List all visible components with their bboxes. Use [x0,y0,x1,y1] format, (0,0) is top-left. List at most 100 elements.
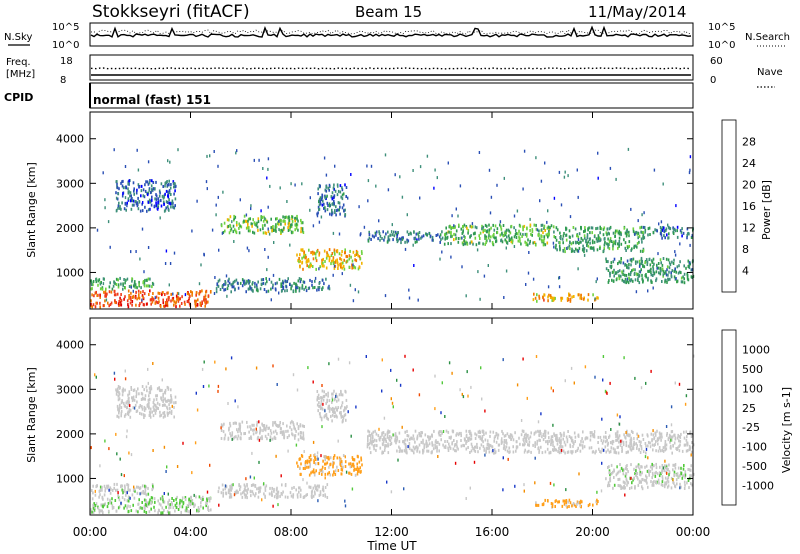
echo-cell [377,434,380,438]
echo-cell [607,231,609,235]
echo-cell [143,284,146,288]
echo-cell [661,267,664,271]
echo-cell [652,483,655,487]
echo-cell [689,155,692,159]
echo-cell [152,181,155,184]
echo-cell [157,499,159,503]
echo-cell [402,440,405,443]
echo-cell [128,408,131,412]
echo-cell [337,398,340,402]
echo-cell [332,410,335,414]
echo-cell [626,429,628,433]
echo-cell [505,439,508,443]
echo-cell [300,488,302,492]
echo-cell [286,200,288,203]
echo-cell [607,237,609,241]
echo-cell [665,227,668,231]
echo-cell [253,221,256,225]
echo-cell [416,448,419,452]
echo-cell [336,399,338,403]
echo-cell [151,488,153,492]
echo-cell [144,394,147,398]
echo-cell [170,501,173,504]
echo-cell [272,229,275,232]
echo-cell [586,233,589,237]
echo-cell [608,471,610,475]
echo-cell [391,223,393,227]
echo-cell [466,370,468,374]
echo-cell [387,451,390,455]
echo-cell [297,427,300,431]
echo-cell [337,469,340,472]
echo-cell [182,502,185,506]
echo-cell [94,373,96,377]
echo-cell [528,437,530,441]
echo-cell [512,438,515,442]
echo-cell [464,236,466,239]
echo-cell [564,379,566,383]
nave-tick-bottom: 0 [710,75,716,86]
echo-cell [537,446,540,450]
echo-cell [485,431,487,435]
echo-cell [399,175,401,179]
echo-cell [217,284,220,288]
echo-cell [577,235,580,239]
echo-cell [636,437,639,441]
echo-cell [563,502,566,506]
echo-cell [477,450,479,454]
echo-cell [563,247,566,251]
echo-cell [484,223,487,227]
echo-cell [433,186,435,190]
echo-cell [127,305,130,309]
echo-cell [657,478,660,482]
echo-cell [257,289,259,293]
echo-cell [100,503,102,507]
echo-cell [121,496,124,500]
echo-cell [335,213,337,217]
echo-cell [543,239,545,243]
echo-cell [262,167,264,170]
echo-cell [145,284,148,288]
echo-cell [298,457,301,461]
echo-cell [626,483,628,487]
echo-cell [690,435,693,438]
echo-cell [580,443,582,447]
echo-cell [509,435,512,439]
echo-cell [354,288,356,292]
echo-cell [379,436,381,440]
echo-cell [357,455,359,459]
echo-cell [115,277,118,281]
echo-cell [593,435,596,439]
echo-cell [612,244,614,248]
y-tick-label: 3000 [56,177,84,190]
echo-cell [90,283,93,287]
echo-cell [682,231,685,235]
echo-cell [629,487,631,490]
echo-cell [314,252,317,256]
echo-cell [681,234,683,238]
echo-cell [562,234,565,238]
echo-cell [672,262,675,265]
echo-cell [351,263,353,267]
echo-cell [137,387,139,391]
echo-cell [527,243,529,247]
echo-cell [506,441,508,445]
echo-cell [552,443,554,447]
echo-cell [331,396,334,400]
echo-cell [261,422,263,426]
echo-cell [328,399,331,403]
echo-cell [330,213,333,217]
echo-cell [394,230,397,234]
echo-cell [220,429,223,432]
echo-cell [290,287,292,291]
echo-cell [328,287,331,291]
echo-cell [150,298,153,302]
echo-cell [558,276,560,280]
echo-cell [301,227,304,231]
echo-cell [160,511,162,515]
echo-cell [536,439,539,443]
echo-cell [390,397,392,401]
echo-cell [651,483,654,487]
echo-cell [629,447,632,451]
echo-cell [412,445,415,449]
